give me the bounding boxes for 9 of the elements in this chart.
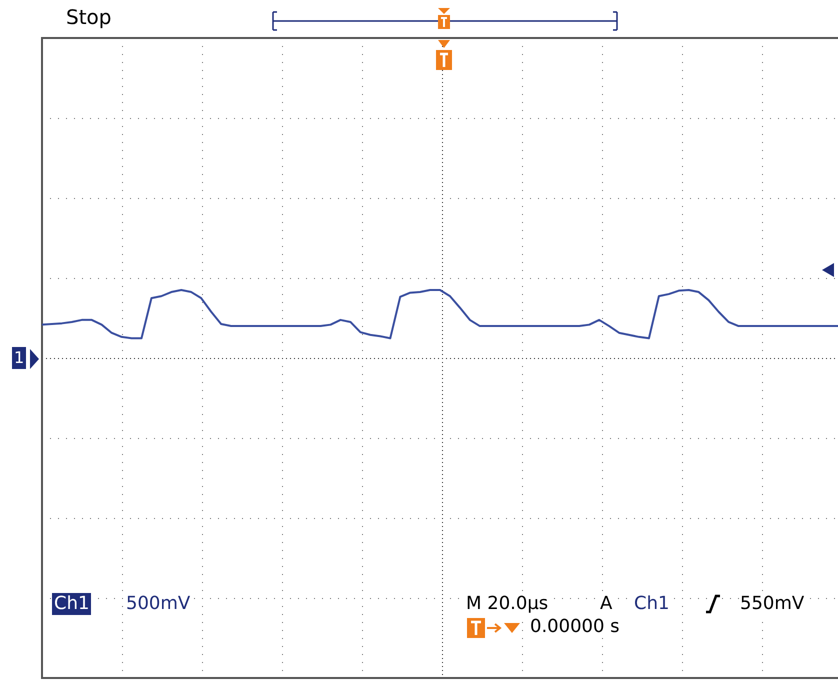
text: Stop	[66, 5, 112, 29]
text: 0.00000 s	[530, 616, 620, 638]
text: 500mV	[126, 593, 190, 615]
text: 550mV	[740, 593, 804, 615]
text: A	[600, 593, 612, 615]
text: M 20.0µs	[466, 593, 548, 615]
text: Ch1	[52, 593, 92, 615]
text: 1	[12, 347, 26, 369]
text: Ch1	[634, 593, 670, 615]
